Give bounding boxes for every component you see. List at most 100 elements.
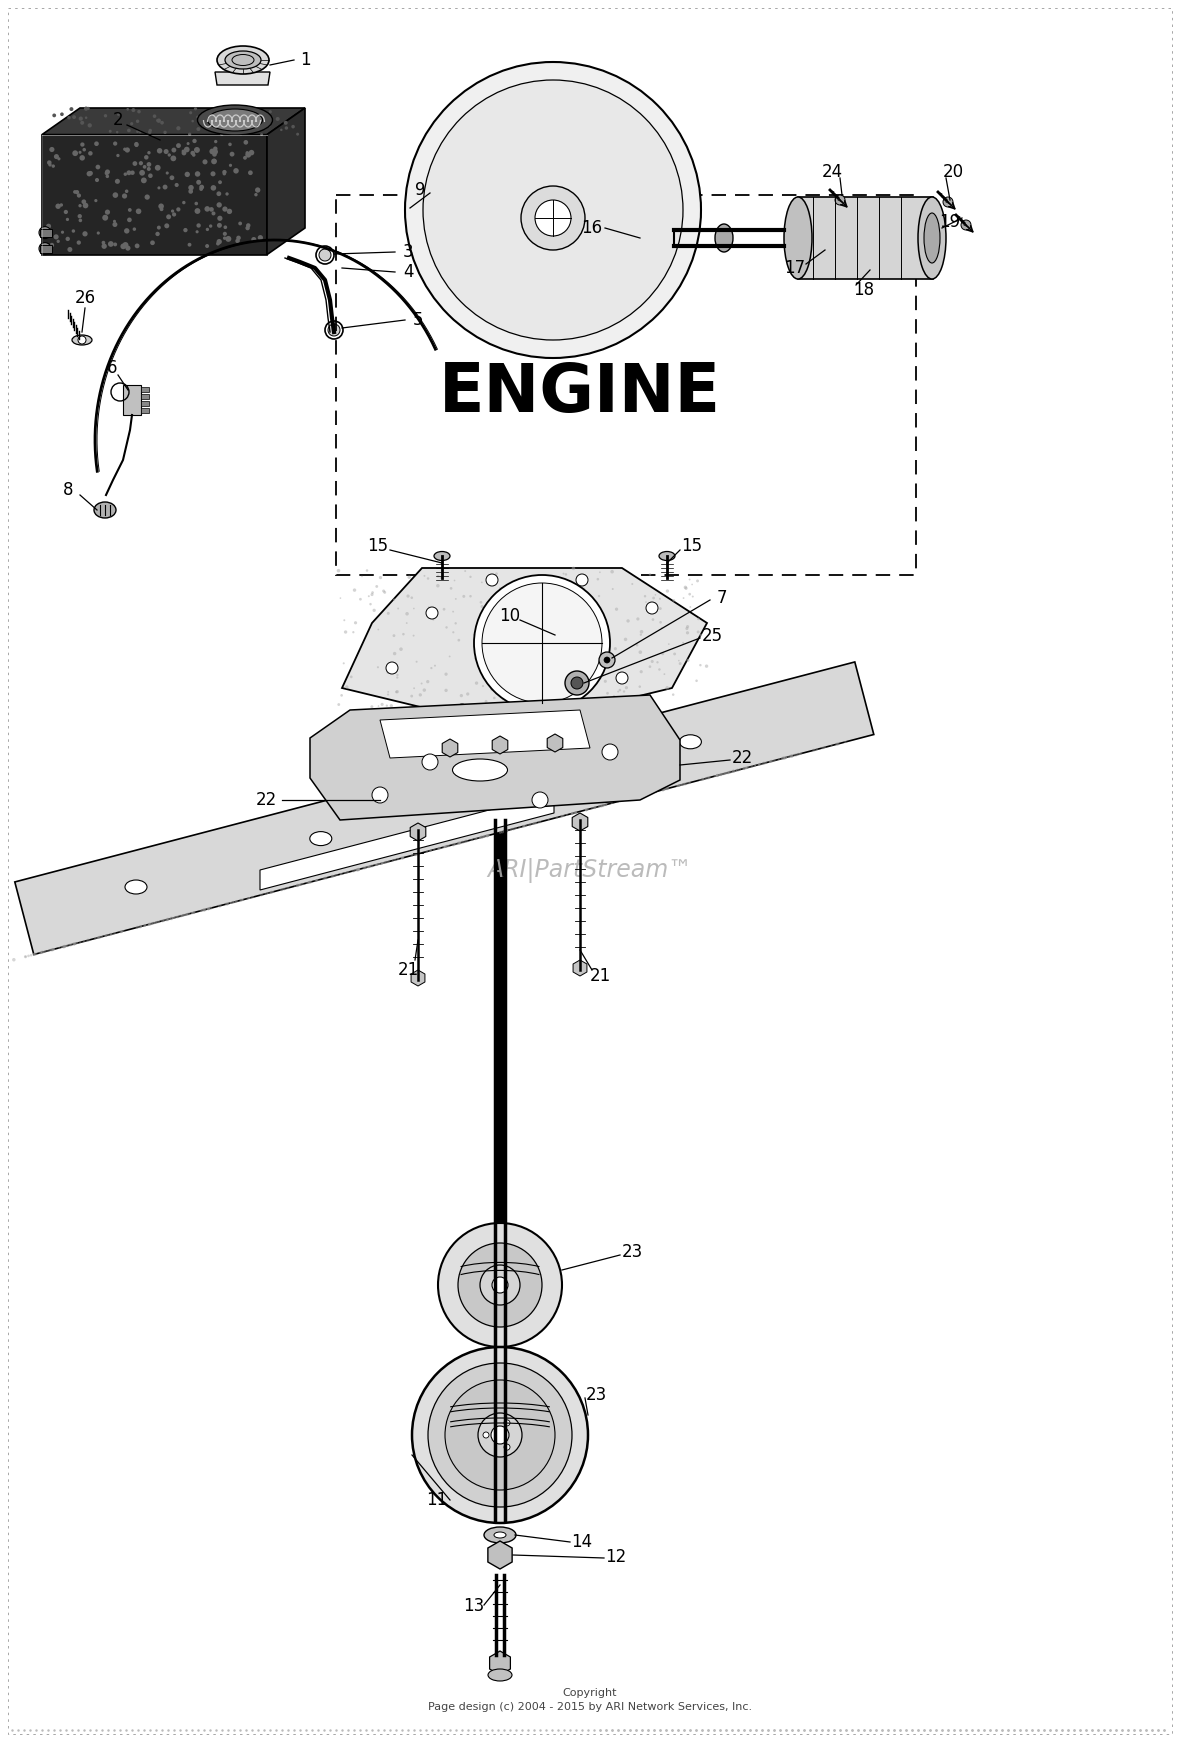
Circle shape	[419, 693, 422, 697]
Circle shape	[622, 800, 624, 801]
Circle shape	[51, 948, 54, 951]
Circle shape	[139, 171, 145, 176]
Bar	[140, 394, 149, 399]
Ellipse shape	[918, 197, 946, 279]
Circle shape	[494, 692, 498, 695]
Circle shape	[789, 754, 793, 758]
Circle shape	[210, 171, 216, 176]
Circle shape	[412, 1347, 588, 1523]
Circle shape	[64, 944, 66, 948]
Circle shape	[571, 566, 575, 570]
Circle shape	[447, 845, 450, 847]
Circle shape	[203, 909, 205, 911]
Circle shape	[480, 706, 484, 709]
Circle shape	[189, 185, 194, 190]
Circle shape	[426, 606, 438, 618]
Circle shape	[33, 953, 35, 956]
Circle shape	[678, 716, 681, 718]
Circle shape	[551, 632, 553, 634]
Circle shape	[46, 223, 51, 228]
Circle shape	[545, 631, 549, 632]
Circle shape	[604, 679, 607, 683]
Circle shape	[296, 883, 300, 887]
Circle shape	[148, 131, 151, 134]
Circle shape	[159, 207, 164, 211]
Circle shape	[571, 812, 573, 815]
Circle shape	[379, 862, 380, 864]
Circle shape	[314, 880, 316, 881]
Circle shape	[452, 611, 454, 613]
Circle shape	[359, 721, 361, 725]
Circle shape	[40, 951, 42, 953]
Circle shape	[354, 622, 358, 624]
Circle shape	[662, 787, 664, 791]
Circle shape	[540, 631, 543, 632]
Circle shape	[480, 836, 483, 840]
Circle shape	[658, 669, 661, 671]
Circle shape	[655, 791, 657, 793]
Circle shape	[280, 129, 282, 131]
Circle shape	[411, 695, 413, 697]
Circle shape	[209, 906, 212, 909]
Circle shape	[365, 866, 367, 869]
Circle shape	[24, 955, 27, 958]
Circle shape	[209, 207, 214, 213]
Circle shape	[44, 949, 47, 953]
Circle shape	[616, 800, 618, 803]
Circle shape	[170, 176, 175, 179]
Circle shape	[140, 925, 143, 927]
Text: ENGINE: ENGINE	[439, 359, 721, 425]
Circle shape	[465, 840, 468, 843]
Circle shape	[199, 186, 203, 192]
Circle shape	[223, 127, 227, 132]
Circle shape	[420, 683, 422, 685]
Circle shape	[714, 775, 716, 777]
Circle shape	[342, 662, 345, 664]
Polygon shape	[380, 711, 590, 758]
Circle shape	[379, 577, 382, 578]
Circle shape	[137, 110, 140, 113]
Circle shape	[238, 221, 242, 225]
Circle shape	[458, 841, 461, 845]
Circle shape	[479, 601, 483, 604]
Circle shape	[506, 829, 509, 831]
Circle shape	[73, 190, 77, 193]
Circle shape	[117, 153, 119, 157]
Circle shape	[673, 653, 676, 655]
Circle shape	[746, 766, 748, 770]
Circle shape	[686, 627, 688, 631]
Ellipse shape	[924, 213, 940, 263]
Circle shape	[686, 631, 689, 634]
Circle shape	[276, 117, 280, 120]
Circle shape	[558, 645, 560, 646]
Circle shape	[540, 700, 542, 702]
Circle shape	[791, 754, 793, 758]
Circle shape	[480, 726, 483, 728]
Circle shape	[473, 634, 474, 636]
Polygon shape	[15, 662, 874, 955]
Circle shape	[222, 207, 228, 213]
Ellipse shape	[125, 880, 148, 894]
Circle shape	[641, 793, 644, 796]
Circle shape	[330, 874, 334, 878]
Circle shape	[661, 627, 663, 629]
Circle shape	[146, 162, 151, 167]
Circle shape	[72, 230, 76, 233]
Circle shape	[212, 148, 218, 155]
Circle shape	[474, 681, 478, 685]
Circle shape	[722, 772, 725, 775]
Circle shape	[58, 948, 60, 949]
Circle shape	[191, 120, 194, 122]
Circle shape	[52, 164, 55, 167]
Circle shape	[130, 122, 133, 125]
Circle shape	[486, 834, 490, 838]
Circle shape	[661, 787, 664, 791]
Circle shape	[507, 625, 510, 627]
Circle shape	[40, 951, 44, 955]
Circle shape	[68, 942, 72, 946]
Circle shape	[483, 660, 485, 662]
Circle shape	[362, 866, 366, 869]
Circle shape	[353, 589, 356, 592]
Ellipse shape	[434, 552, 450, 561]
Circle shape	[375, 864, 378, 866]
